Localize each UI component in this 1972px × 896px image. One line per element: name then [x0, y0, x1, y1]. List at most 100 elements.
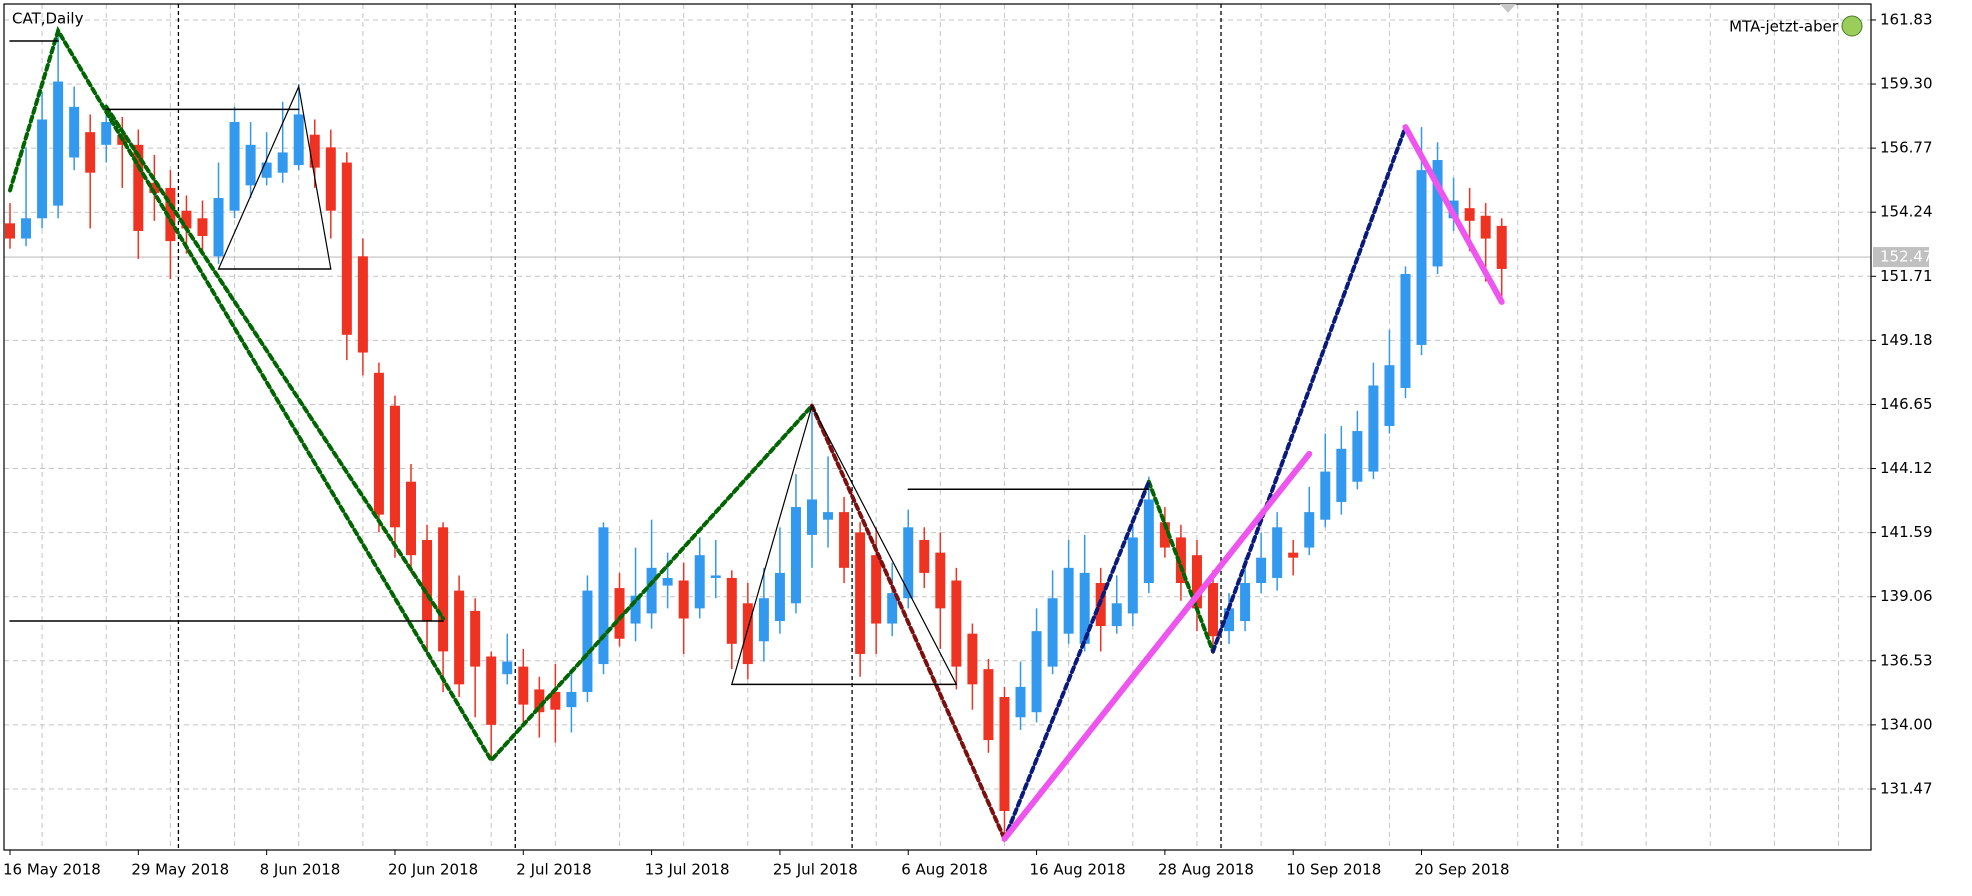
candle-body: [903, 527, 914, 599]
candle-body: [999, 697, 1010, 811]
candle-body: [53, 81, 64, 206]
candle-body: [1384, 365, 1395, 426]
overlay-line: [104, 104, 446, 621]
candle-body: [1031, 631, 1042, 713]
candle-body: [438, 527, 449, 652]
candle-body: [165, 187, 176, 242]
candle-body: [1015, 686, 1026, 718]
shift-marker: [1500, 4, 1516, 13]
candle-body: [406, 481, 416, 556]
x-tick-label: 25 Jul 2018: [773, 861, 858, 879]
candle-body: [373, 372, 384, 515]
candle-body: [790, 507, 801, 604]
indicator-icon: [1841, 15, 1863, 37]
x-tick-label: 20 Jun 2018: [388, 861, 478, 879]
candle-body: [1175, 537, 1186, 584]
candle-body: [1288, 552, 1299, 558]
candle-body: [1127, 537, 1138, 614]
x-tick-label: 16 Aug 2018: [1030, 861, 1126, 879]
candle-body: [1416, 170, 1427, 345]
candle-body: [261, 162, 272, 178]
candle-body: [1208, 583, 1218, 637]
candle-body: [1143, 499, 1154, 584]
axes: 161.83 159.30 156.77 154.24 151.71 149.18 146.…: [3, 3, 1933, 879]
candle-body: [1191, 555, 1202, 609]
x-tick-label: 2 Jul 2018: [516, 861, 591, 879]
candle-body: [839, 512, 850, 568]
y-tick-label: 149.18: [1880, 331, 1933, 349]
candle-body: [181, 210, 192, 229]
y-tick-label: 154.24: [1880, 203, 1933, 221]
candle-body: [662, 577, 673, 586]
chart-title: CAT,Daily: [12, 10, 84, 28]
candle-body: [1336, 448, 1347, 502]
candle-body: [69, 106, 80, 158]
candle-body: [983, 669, 994, 741]
current-price-box: [1873, 247, 1929, 268]
candle-body: [758, 598, 769, 642]
candle-body: [550, 691, 561, 710]
candle-body: [1272, 527, 1283, 578]
candle-body: [646, 567, 657, 614]
candle-body: [614, 588, 625, 639]
candle-body: [1079, 572, 1090, 644]
candle-body: [1256, 557, 1267, 584]
candle-body: [871, 555, 882, 624]
overlays: [8, 25, 1505, 842]
candle-body: [566, 691, 577, 708]
candle-body: [1352, 431, 1363, 482]
candle-body: [85, 132, 96, 173]
y-tick-label: 144.12: [1880, 459, 1933, 477]
candle-body: [149, 182, 160, 193]
candle-body: [1368, 385, 1379, 472]
x-tick-label: 28 Aug 2018: [1158, 861, 1254, 879]
y-tick-label: 141.59: [1880, 523, 1933, 541]
candle-body: [325, 147, 336, 211]
candle-body: [951, 580, 962, 667]
candle-body: [694, 555, 705, 609]
candle-body: [1400, 274, 1411, 388]
candle-body: [293, 114, 304, 166]
candle-body: [774, 572, 785, 622]
candle-body: [5, 223, 15, 239]
candle-body: [470, 610, 481, 667]
overlay-line: [1002, 479, 1151, 841]
y-tick-label: 159.30: [1880, 75, 1933, 93]
candle-body: [919, 539, 930, 573]
candle-body: [341, 162, 352, 335]
candle-body: [518, 666, 529, 705]
candle-body: [101, 122, 112, 145]
candle-body: [823, 512, 834, 520]
candle-body: [454, 590, 465, 685]
candle-body: [678, 580, 689, 619]
candle-body: [1047, 598, 1058, 667]
candle-body: [1111, 603, 1122, 627]
candle-body: [213, 198, 224, 257]
overlay-line: [8, 25, 814, 764]
overlay-line: [1402, 124, 1505, 305]
x-tick-label: 29 May 2018: [131, 861, 229, 879]
candle-body: [807, 499, 817, 535]
candle-body: [21, 218, 32, 239]
x-tick-label: 8 Jun 2018: [260, 861, 341, 879]
candle-body: [726, 577, 737, 644]
candle-body: [422, 539, 433, 622]
candle-body: [309, 134, 320, 168]
candle-body: [1464, 208, 1475, 221]
y-tick-label: 151.71: [1880, 267, 1933, 285]
y-tick-label: 161.83: [1880, 10, 1933, 28]
candle-body: [598, 527, 609, 665]
candle-body: [389, 405, 400, 528]
candle-body: [1480, 215, 1491, 239]
candle-body: [742, 603, 753, 665]
y-tick-label: 136.53: [1880, 651, 1933, 669]
candle-body: [277, 152, 288, 173]
candle-body: [1304, 512, 1315, 548]
overlay-line: [1211, 125, 1408, 654]
candle-body: [133, 144, 144, 231]
overlay-line: [1001, 450, 1313, 842]
candle-body: [1063, 567, 1074, 634]
indicator-label: MTA-jetzt-aber: [1729, 18, 1839, 36]
